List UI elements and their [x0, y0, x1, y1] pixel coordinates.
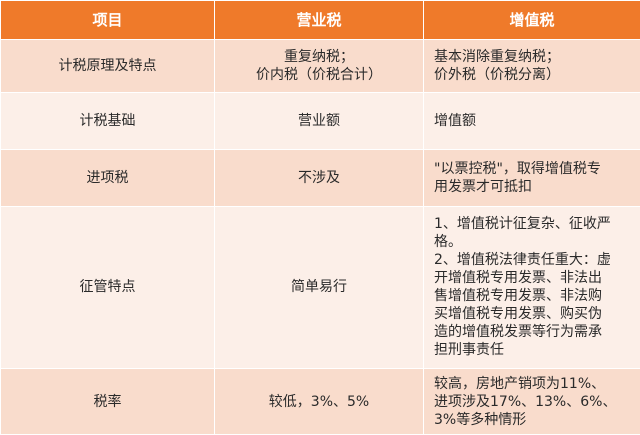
table-row: 征管特点 简单易行 1、增值税计征复杂、征收严 格。 2、增值税法律责任重大：虚… [0, 205, 640, 370]
table-row: 进项税 不涉及 "以票控税"，取得增值税专 用发票才可抵扣 [0, 149, 640, 207]
business-tax-cell: 不涉及 [214, 149, 424, 207]
cell-line: 价外税（价税分离） [434, 67, 560, 84]
cell-line: "以票控税"，取得增值税专 [434, 160, 601, 177]
row-label: 税率 [0, 368, 215, 435]
cell-line: 进项涉及17%、13%、6%、 [434, 393, 617, 410]
business-tax-cell: 营业额 [214, 92, 424, 151]
vat-cell: 1、增值税计征复杂、征收严 格。 2、增值税法律责任重大：虚 开增值税专用发票、… [423, 205, 640, 370]
cell-line: 格。 [434, 234, 462, 251]
vat-cell: 增值额 [423, 92, 640, 151]
cell-line: 售增值税专用发票、非法购 [434, 288, 602, 305]
cell-line: 开增值税专用发票、非法出 [434, 270, 602, 287]
header-item: 项目 [0, 0, 215, 40]
cell-line: 基本消除重复纳税； [434, 49, 560, 66]
cell-line: 3%等多种情形 [434, 411, 527, 428]
table-row: 计税基础 营业额 增值额 [0, 92, 640, 151]
vat-cell: 较高，房地产销项为11%、 进项涉及17%、13%、6%、 3%等多种情形 [423, 368, 640, 435]
table-row: 计税原理及特点 重复纳税； 价内税（价税合计） 基本消除重复纳税； 价外税（价税… [0, 38, 640, 94]
table-row: 税率 较低，3%、5% 较高，房地产销项为11%、 进项涉及17%、13%、6%… [0, 368, 640, 435]
row-label: 计税原理及特点 [0, 38, 215, 94]
header-vat: 增值税 [423, 0, 640, 40]
cell-line: 2、增值税法律责任重大：虚 [434, 252, 611, 269]
cell-line: 价内税（价税合计） [256, 67, 382, 84]
row-label: 征管特点 [0, 205, 215, 370]
row-label: 计税基础 [0, 92, 215, 151]
vat-cell: "以票控税"，取得增值税专 用发票才可抵扣 [423, 149, 640, 207]
business-tax-cell: 较低，3%、5% [214, 368, 424, 435]
cell-line: 用发票才可抵扣 [434, 178, 532, 195]
cell-line: 重复纳税； [284, 49, 354, 66]
business-tax-cell: 重复纳税； 价内税（价税合计） [214, 38, 424, 94]
cell-line: 担刑事责任 [434, 342, 504, 359]
row-label: 进项税 [0, 149, 215, 207]
cell-line: 1、增值税计征复杂、征收严 [434, 216, 611, 233]
cell-line: 造的增值税发票等行为需承 [434, 324, 602, 341]
vat-cell: 基本消除重复纳税； 价外税（价税分离） [423, 38, 640, 94]
cell-line: 较高，房地产销项为11%、 [434, 375, 606, 392]
business-tax-cell: 简单易行 [214, 205, 424, 370]
header-row: 项目 营业税 增值税 [0, 0, 640, 40]
header-business-tax: 营业税 [214, 0, 424, 40]
cell-line: 买增值税专用发票、购买伪 [434, 306, 602, 323]
